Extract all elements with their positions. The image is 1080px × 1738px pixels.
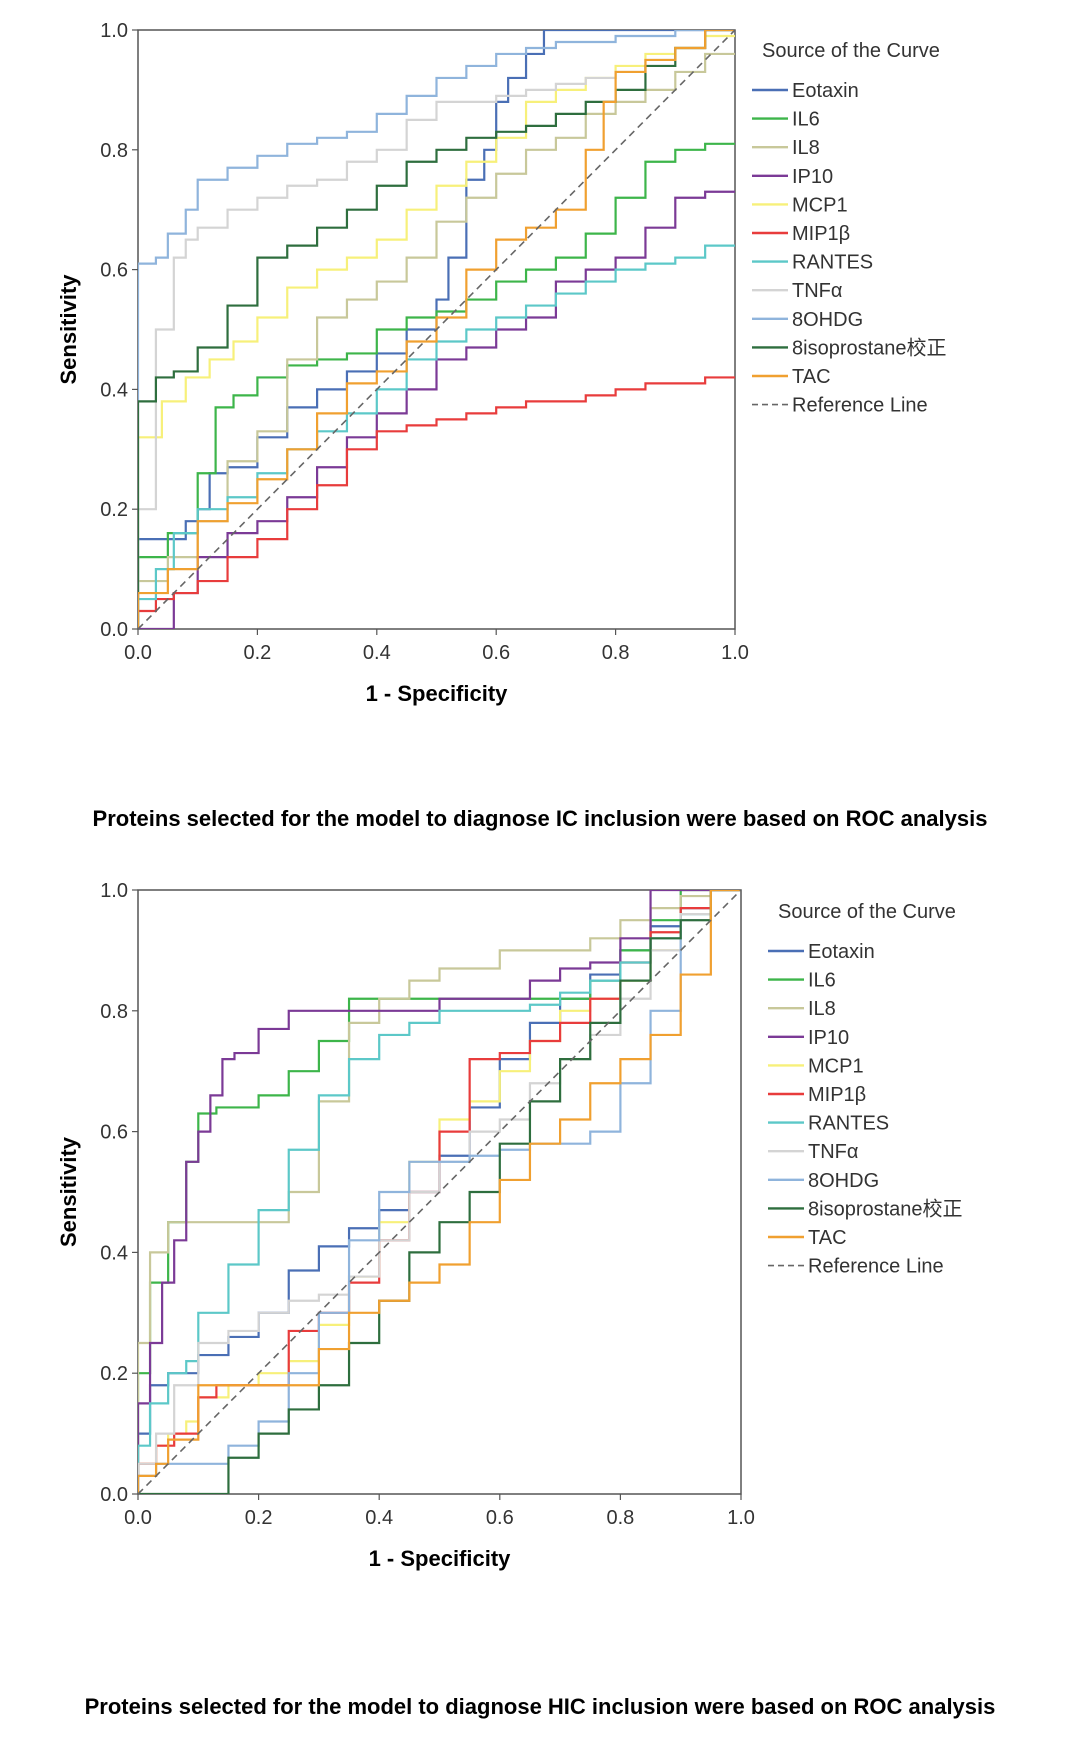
- series-group: [138, 890, 741, 1494]
- legend-label: 8OHDG: [808, 1170, 879, 1192]
- legend-label: 8OHDG: [792, 309, 863, 331]
- y-axis-label: Sensitivity: [56, 274, 81, 385]
- legend-label: IP10: [808, 1027, 849, 1049]
- x-tick-label: 0.2: [245, 1507, 273, 1529]
- x-tick-label: 0.0: [124, 1507, 152, 1529]
- x-tick-label: 1.0: [727, 1507, 755, 1529]
- y-tick-label: 1.0: [100, 880, 128, 902]
- series-line-ip10: [138, 190, 735, 629]
- legend-label: 8isoprostane校正: [792, 336, 947, 359]
- legend-label: Eotaxin: [808, 941, 875, 963]
- chart-panel-ic: 0.0 0.2 0.4 0.6 0.8 1.0 0.0 0.2 0.4 0.6 0.8 1.0 1 - …: [0, 0, 1080, 860]
- legend-label: MCP1: [808, 1055, 864, 1077]
- legend-title: Source of the Curve: [762, 40, 940, 62]
- series-line-il6: [138, 142, 735, 629]
- y-tick-label: 0.4: [100, 379, 128, 401]
- legend-title: Source of the Curve: [778, 901, 956, 923]
- y-axis-label: Sensitivity: [56, 1136, 81, 1247]
- series-group: [138, 30, 735, 629]
- y-tick-label: 0.4: [100, 1242, 128, 1264]
- legend-label: TAC: [808, 1227, 847, 1249]
- series-line-il8: [138, 890, 741, 1494]
- x-tick-label: 0.8: [606, 1507, 634, 1529]
- legend-label: Eotaxin: [792, 80, 859, 102]
- chart-caption-ic: Proteins selected for the model to diagn…: [92, 806, 988, 831]
- roc-chart-hic: 0.0 0.2 0.4 0.6 0.8 1.0 0.0 0.2 0.4 0.6 0.8 1.0 1 - …: [56, 880, 963, 1571]
- legend-label: RANTES: [792, 252, 873, 274]
- x-tick-label: 0.6: [486, 1507, 514, 1529]
- x-tick-label: 0.4: [365, 1507, 393, 1529]
- legend-label: IL6: [808, 970, 836, 992]
- y-tick-label: 0.0: [100, 619, 128, 641]
- x-axis-label: 1 - Specificity: [366, 681, 509, 706]
- series-line-reference-line: [138, 30, 735, 629]
- x-tick-label: 0.8: [602, 642, 630, 664]
- legend-label: IP10: [792, 166, 833, 188]
- y-tick-label: 0.2: [100, 499, 128, 521]
- roc-chart-ic: 0.0 0.2 0.4 0.6 0.8 1.0 0.0 0.2 0.4 0.6 0.8 1.0 1 - …: [56, 20, 947, 706]
- y-tick-label: 1.0: [100, 20, 128, 42]
- legend-label: Reference Line: [808, 1256, 944, 1278]
- series-line-8ohdg: [138, 30, 735, 629]
- y-tick-label: 0.8: [100, 140, 128, 162]
- legend-label: MIP1β: [792, 223, 850, 245]
- y-tick-label: 0.8: [100, 1001, 128, 1023]
- series-line-mcp1: [138, 34, 735, 629]
- legend-label: IL8: [808, 998, 836, 1020]
- x-tick-label: 1.0: [721, 642, 749, 664]
- legend-label: MIP1β: [808, 1084, 866, 1106]
- y-tick-label: 0.6: [100, 1122, 128, 1144]
- legend-label: RANTES: [808, 1113, 889, 1135]
- x-tick-label: 0.4: [363, 642, 391, 664]
- legend-label: TAC: [792, 366, 831, 388]
- chart-panel-hic: 0.0 0.2 0.4 0.6 0.8 1.0 0.0 0.2 0.4 0.6 0.8 1.0 1 - …: [0, 870, 1080, 1738]
- x-axis-label: 1 - Specificity: [369, 1546, 512, 1571]
- y-tick-label: 0.0: [100, 1484, 128, 1506]
- y-tick-label: 0.2: [100, 1363, 128, 1385]
- series-line-mip1-: [138, 376, 735, 629]
- legend-label: TNFα: [808, 1141, 858, 1163]
- x-tick-label: 0.2: [243, 642, 271, 664]
- legend-label: MCP1: [792, 194, 848, 216]
- y-tick-label: 0.6: [100, 260, 128, 282]
- legend-label: 8isoprostane校正: [808, 1197, 963, 1220]
- legend-label: IL6: [792, 109, 820, 131]
- chart-caption-hic: Proteins selected for the model to diagn…: [84, 1694, 996, 1719]
- series-line-rantes: [138, 890, 741, 1494]
- series-line-tac: [138, 890, 741, 1494]
- legend-label: TNFα: [792, 280, 842, 302]
- series-line-reference-line: [138, 890, 741, 1494]
- x-tick-label: 0.0: [124, 642, 152, 664]
- legend-label: IL8: [792, 137, 820, 159]
- x-tick-label: 0.6: [482, 642, 510, 664]
- series-line-ip10: [138, 890, 741, 1494]
- legend-label: Reference Line: [792, 395, 928, 417]
